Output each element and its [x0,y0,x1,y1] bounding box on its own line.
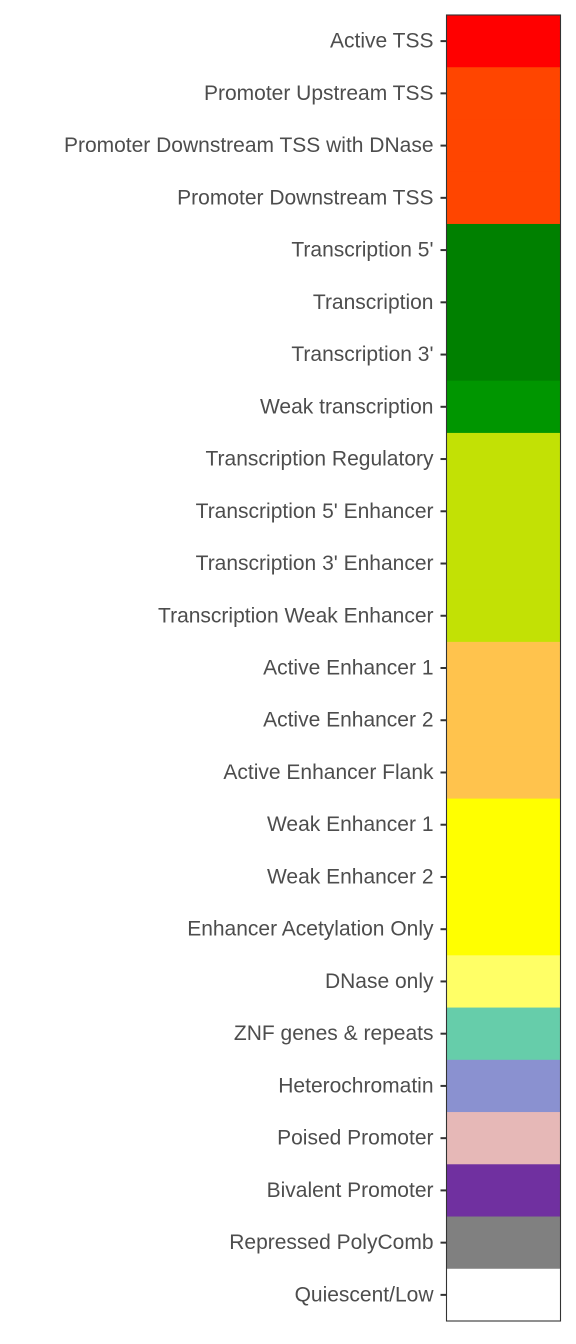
tick-label-poised-promoter: Poised Promoter [277,1127,433,1150]
tick-label-active-enhancer-2: Active Enhancer 2 [263,709,433,732]
tick-label-weak-enhancer-1: Weak Enhancer 1 [267,813,434,836]
tick-label-weak-transcription: Weak transcription [260,395,434,418]
tile-repressed-polycomb [446,1216,561,1270]
tile-active-enhancer-flank [446,746,561,800]
tick-label-promoter-downstream-tss: Promoter Downstream TSS [177,186,433,209]
tile-weak-enhancer-1 [446,798,561,852]
tick-label-transcription-3-enhancer: Transcription 3' Enhancer [196,552,434,575]
y-axis-tick-labels: Active TSS Promoter Upstream TSS Promoter … [64,30,434,1307]
tile-transcription-regulatory [446,432,561,486]
tile-active-tss [446,15,561,68]
tile-transcription-3 [446,328,561,382]
tick-label-active-enhancer-1: Active Enhancer 1 [263,657,433,680]
panel-border [445,14,562,1322]
tile-znf-genes-repeats [446,1007,561,1061]
tile-bivalent-promoter [446,1164,561,1218]
tick-label-transcription-3: Transcription 3' [291,343,433,366]
tick-label-promoter-downstream-tss-with-dnase: Promoter Downstream TSS with DNase [64,134,434,157]
tick-label-transcription-regulatory: Transcription Regulatory [206,448,434,471]
tick-label-active-enhancer-flank: Active Enhancer Flank [223,761,434,784]
tick-label-weak-enhancer-2: Weak Enhancer 2 [267,865,434,888]
tick-label-enhancer-acetylation-only: Enhancer Acetylation Only [187,918,434,941]
tile-transcription [446,276,561,330]
tick-label-repressed-polycomb: Repressed PolyComb [229,1231,433,1254]
tile-transcription-weak-enhancer [446,589,561,643]
tile-enhancer-acetylation-only [446,903,561,956]
tick-label-znf-genes-repeats: ZNF genes & repeats [234,1022,434,1045]
tick-label-quiescent-low: Quiescent/Low [295,1283,435,1306]
tile-transcription-5 [446,223,561,277]
tile-transcription-5-enhancer [446,485,561,538]
tick-label-bivalent-promoter: Bivalent Promoter [267,1179,434,1202]
tile-dnase-only [446,955,561,1009]
tick-label-active-tss: Active TSS [330,30,433,53]
tick-label-transcription-weak-enhancer: Transcription Weak Enhancer [158,604,433,627]
tile-active-enhancer-1 [446,641,561,695]
tile-poised-promoter [446,1112,561,1165]
tile-promoter-downstream-tss-with-dnase [446,119,561,173]
tile-active-enhancer-2 [446,694,561,747]
tile-promoter-upstream-tss [446,67,561,121]
tile-transcription-3-enhancer [446,537,561,591]
tile-weak-transcription [446,380,561,434]
color-tiles [446,15,561,1322]
tile-weak-enhancer-2 [446,850,561,904]
tick-label-heterochromatin: Heterochromatin [278,1074,433,1097]
tick-label-dnase-only: DNase only [325,970,434,993]
tile-promoter-downstream-tss [446,171,561,225]
tick-label-promoter-upstream-tss: Promoter Upstream TSS [204,82,434,105]
tile-quiescent-low [446,1268,561,1322]
tick-label-transcription: Transcription [313,291,434,314]
tile-heterochromatin [446,1059,561,1113]
tick-label-transcription-5-enhancer: Transcription 5' Enhancer [196,500,434,523]
tick-label-transcription-5: Transcription 5' [291,239,433,262]
y-axis-ticks [440,40,447,1296]
